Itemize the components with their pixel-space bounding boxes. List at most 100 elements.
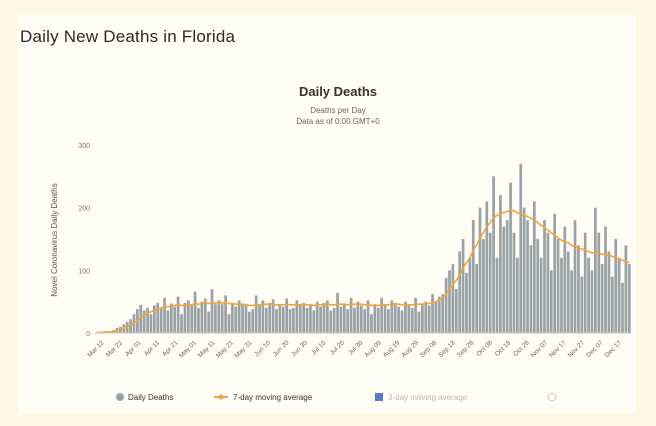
bar-daily-deaths[interactable] [475,264,478,333]
bar-daily-deaths[interactable] [560,257,563,333]
bar-daily-deaths[interactable] [526,220,529,333]
bar-daily-deaths[interactable] [627,264,631,333]
bar-daily-deaths[interactable] [404,301,407,333]
bar-daily-deaths[interactable] [227,314,231,333]
bar-daily-deaths[interactable] [271,299,275,333]
bar-daily-deaths[interactable] [431,294,434,333]
bar-daily-deaths[interactable] [142,310,146,333]
bar-daily-deaths[interactable] [570,270,573,333]
bar-daily-deaths[interactable] [146,307,149,333]
bar-daily-deaths[interactable] [417,311,421,333]
bar-daily-deaths[interactable] [278,305,282,333]
bar-daily-deaths[interactable] [519,163,523,333]
bar-daily-deaths[interactable] [312,310,316,333]
bar-daily-deaths[interactable] [363,309,367,333]
bar-daily-deaths[interactable] [495,257,499,333]
bar-daily-deaths[interactable] [471,220,475,333]
bar-daily-deaths[interactable] [421,304,424,333]
bar-daily-deaths[interactable] [434,301,438,333]
bar-daily-deaths[interactable] [326,300,329,333]
bar-daily-deaths[interactable] [573,220,577,333]
bar-daily-deaths[interactable] [458,251,462,333]
bar-daily-deaths[interactable] [139,304,143,333]
bar-daily-deaths[interactable] [424,301,428,333]
bar-daily-deaths[interactable] [516,257,519,333]
bar-daily-deaths[interactable] [332,307,336,333]
bar-daily-deaths[interactable] [478,207,482,333]
bar-daily-deaths[interactable] [319,306,322,333]
bar-daily-deaths[interactable] [159,307,163,333]
bar-daily-deaths[interactable] [163,297,166,333]
bar-daily-deaths[interactable] [220,304,224,333]
bar-daily-deaths[interactable] [359,305,363,333]
bar-daily-deaths[interactable] [536,239,540,333]
bar-daily-deaths[interactable] [309,305,312,333]
bar-daily-deaths[interactable] [295,300,299,333]
bar-daily-deaths[interactable] [590,270,594,333]
bar-daily-deaths[interactable] [383,305,387,333]
bar-daily-deaths[interactable] [505,220,509,333]
legend-label-3day[interactable]: 3-day moving average [388,393,468,402]
bar-daily-deaths[interactable] [173,306,177,333]
bar-daily-deaths[interactable] [353,307,356,333]
bar-daily-deaths[interactable] [444,277,448,333]
bar-daily-deaths[interactable] [614,239,618,333]
legend-checkbox[interactable] [375,393,383,401]
bar-daily-deaths[interactable] [587,257,590,333]
bar-daily-deaths[interactable] [532,201,536,333]
bar-daily-deaths[interactable] [288,309,292,333]
bar-daily-deaths[interactable] [549,270,553,333]
bar-daily-deaths[interactable] [563,226,567,333]
bar-daily-deaths[interactable] [370,314,373,333]
bar-daily-deaths[interactable] [427,305,431,333]
bar-daily-deaths[interactable] [607,251,611,333]
bar-daily-deaths[interactable] [397,306,400,333]
bar-daily-deaths[interactable] [393,302,397,333]
bar-daily-deaths[interactable] [597,232,601,333]
bar-daily-deaths[interactable] [539,257,543,333]
bar-daily-deaths[interactable] [577,245,580,333]
bar-daily-deaths[interactable] [258,305,261,333]
bar-daily-deaths[interactable] [624,245,628,333]
bar-daily-deaths[interactable] [210,289,214,333]
bar-daily-deaths[interactable] [522,207,526,333]
bar-daily-deaths[interactable] [529,245,533,333]
bar-daily-deaths[interactable] [285,298,289,333]
bar-daily-deaths[interactable] [414,297,417,333]
bar-daily-deaths[interactable] [594,207,597,333]
bar-daily-deaths[interactable] [482,239,485,333]
bar-daily-deaths[interactable] [400,310,404,333]
bar-daily-deaths[interactable] [461,239,465,333]
bar-daily-deaths[interactable] [617,257,621,333]
legend-label-7day[interactable]: 7-day moving average [233,393,313,402]
bar-daily-deaths[interactable] [248,311,251,333]
bar-daily-deaths[interactable] [346,309,350,333]
bar-daily-deaths[interactable] [502,226,506,333]
bar-daily-deaths[interactable] [583,232,587,333]
bar-daily-deaths[interactable] [264,307,268,333]
bar-daily-deaths[interactable] [180,314,183,333]
bar-daily-deaths[interactable] [621,282,624,333]
bar-daily-deaths[interactable] [366,300,370,333]
bar-daily-deaths[interactable] [156,302,160,333]
bar-daily-deaths[interactable] [197,307,200,333]
bar-daily-deaths[interactable] [610,276,614,333]
bar-daily-deaths[interactable] [492,176,495,333]
bar-daily-deaths[interactable] [200,301,204,333]
bar-daily-deaths[interactable] [129,319,132,333]
bar-daily-deaths[interactable] [176,296,180,333]
legend-toggle-icon[interactable] [547,392,557,402]
bar-daily-deaths[interactable] [234,306,238,333]
bar-daily-deaths[interactable] [203,298,207,333]
bar-daily-deaths[interactable] [315,301,319,333]
bar-daily-deaths[interactable] [241,304,244,333]
bar-daily-deaths[interactable] [604,226,607,333]
bar-daily-deaths[interactable] [543,220,546,333]
bar-daily-deaths[interactable] [465,272,468,333]
bar-daily-deaths[interactable] [546,232,550,333]
bar-daily-deaths[interactable] [231,302,234,333]
bar-daily-deaths[interactable] [244,305,248,333]
bar-daily-deaths[interactable] [448,270,451,333]
bar-daily-deaths[interactable] [305,307,309,333]
bar-daily-deaths[interactable] [454,289,458,333]
